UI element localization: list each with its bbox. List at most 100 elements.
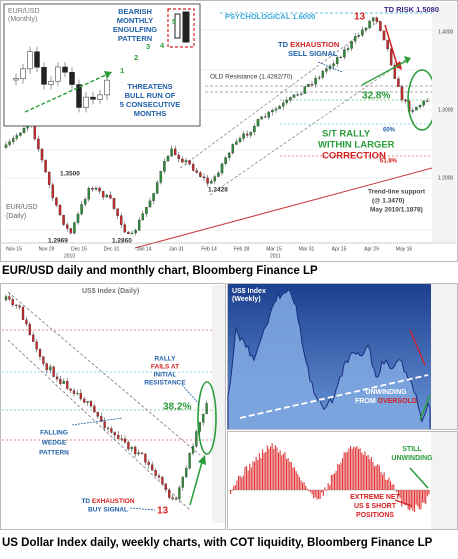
annotation: INITIAL <box>154 372 177 379</box>
annotation: 1.2860 <box>112 238 132 245</box>
bar <box>252 461 254 490</box>
candle <box>411 109 415 112</box>
candle <box>191 446 195 454</box>
bar <box>343 452 345 490</box>
candle <box>4 296 8 301</box>
count: 3 <box>146 42 150 51</box>
annotation: FAILS AT <box>151 364 179 371</box>
candle <box>357 35 361 37</box>
x-tick-label: Dec 15 <box>71 246 87 252</box>
bar <box>278 452 280 490</box>
candle <box>8 296 11 300</box>
candle <box>389 48 393 66</box>
annotation: 1.2969 <box>48 238 68 245</box>
bar <box>287 458 289 490</box>
bar <box>380 471 382 490</box>
area-fill <box>228 289 430 429</box>
bar <box>407 490 409 510</box>
x-tick-label: Jan 14 <box>136 246 151 252</box>
bar <box>234 485 236 490</box>
bar <box>274 445 276 490</box>
x-tick-label: Mar 31 <box>299 246 315 252</box>
bar <box>258 453 260 490</box>
candle <box>32 334 35 342</box>
candle <box>141 213 145 221</box>
year-label: 2010 <box>64 253 75 259</box>
candle <box>425 100 429 102</box>
bar <box>402 490 404 504</box>
bar <box>284 452 286 490</box>
annotation: UNWINDING <box>365 389 407 396</box>
arrow-head <box>198 455 206 465</box>
bar <box>230 490 232 494</box>
candle <box>220 163 224 174</box>
candle <box>174 13 181 39</box>
candle <box>137 219 141 231</box>
candle <box>83 199 87 205</box>
inset-title: EUR/USD <box>8 8 40 15</box>
candle <box>86 401 89 403</box>
candle <box>227 152 231 158</box>
candle <box>110 428 113 433</box>
candle <box>166 156 170 162</box>
candle <box>339 56 343 59</box>
candle <box>195 431 198 447</box>
annotation: 61.8% <box>380 159 398 165</box>
bar <box>350 445 352 490</box>
bar <box>313 490 315 499</box>
trend-line <box>134 167 433 249</box>
candle <box>89 401 93 407</box>
arrow <box>409 329 426 366</box>
candle <box>130 232 134 235</box>
bar <box>305 485 307 490</box>
engulf-box <box>167 8 195 48</box>
candle <box>267 111 271 118</box>
candle <box>174 498 178 500</box>
count: 13 <box>354 12 366 23</box>
bar <box>369 459 371 490</box>
candle <box>72 390 76 394</box>
bar <box>282 453 284 490</box>
bar <box>374 466 376 490</box>
wedge-line <box>7 339 191 511</box>
bar <box>238 475 240 490</box>
candle <box>177 154 181 160</box>
candle <box>76 392 79 395</box>
candle <box>375 17 379 22</box>
candle <box>159 171 163 183</box>
x-tick-label: Nov 29 <box>39 246 55 252</box>
annotation: ENGULFING <box>113 25 157 34</box>
candle <box>134 230 137 234</box>
candle <box>109 194 112 199</box>
candle <box>25 319 28 325</box>
candle <box>59 378 62 384</box>
candle <box>130 446 133 450</box>
chart-title: US$ Index <box>232 288 266 295</box>
channel-line <box>209 59 406 196</box>
annotation: 38.2% <box>163 402 191 413</box>
bar <box>310 490 312 493</box>
candle <box>321 71 325 78</box>
pointer <box>129 507 156 511</box>
candle <box>260 116 263 120</box>
annotation: 1.3500 <box>60 171 80 178</box>
year-label: 2011 <box>270 253 281 259</box>
bar <box>276 447 278 490</box>
x-tick-label: Apr 15 <box>332 246 347 252</box>
candle <box>19 132 22 136</box>
candle <box>307 83 310 87</box>
bar <box>417 490 419 507</box>
candle <box>144 453 147 463</box>
annotation: OLD Resistance (1.4282/70) <box>210 74 292 81</box>
candle <box>41 67 47 85</box>
candle <box>62 380 65 384</box>
candle <box>253 126 256 133</box>
candle <box>161 476 164 484</box>
candle <box>245 133 249 136</box>
annotation: SELL SIGNAL <box>288 49 338 58</box>
candle <box>231 144 235 154</box>
text: FROM <box>355 398 376 405</box>
bar <box>391 484 393 490</box>
x-tick-label: Apr 29 <box>364 246 379 252</box>
bar <box>308 490 310 492</box>
